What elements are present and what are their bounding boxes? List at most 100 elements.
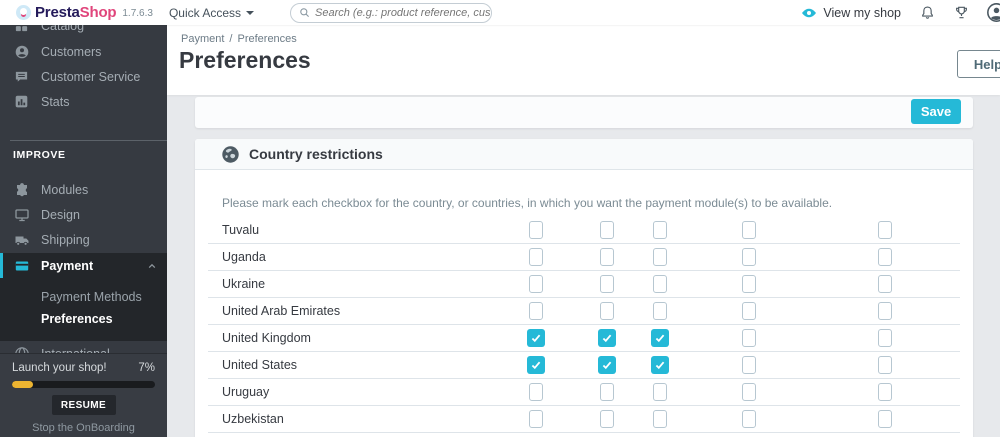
country-row: United Kingdom: [208, 325, 960, 352]
country-label: Ukraine: [222, 277, 266, 291]
checkbox-checked[interactable]: [598, 356, 616, 374]
monitor-icon: [13, 207, 30, 223]
checkbox-unchecked[interactable]: [653, 302, 667, 320]
checkbox-unchecked[interactable]: [878, 275, 892, 293]
prestashop-logo[interactable]: PrestaShop 1.7.6.3: [16, 4, 153, 21]
checkbox-unchecked[interactable]: [529, 221, 543, 239]
country-row: Uruguay: [208, 379, 960, 406]
checkbox-unchecked[interactable]: [878, 248, 892, 266]
credit-card-icon: [13, 258, 30, 274]
sidebar-divider: [10, 140, 167, 141]
checkbox-unchecked[interactable]: [742, 275, 756, 293]
checkbox-unchecked[interactable]: [742, 248, 756, 266]
onboarding-percent: 7%: [138, 362, 155, 374]
checkbox-checked[interactable]: [527, 356, 545, 374]
checkbox-unchecked[interactable]: [600, 410, 614, 428]
quick-access-menu[interactable]: Quick Access: [169, 6, 254, 20]
onboarding-progress-fill: [12, 381, 34, 388]
sidebar-item-stats[interactable]: Stats: [0, 89, 167, 114]
save-button[interactable]: Save: [911, 99, 961, 124]
breadcrumb: Payment / Preferences: [181, 33, 297, 45]
sidebar-item-shipping[interactable]: Shipping: [0, 227, 167, 252]
sidebar-item-customers[interactable]: Customers: [0, 39, 167, 64]
sidebar-item-customer-service[interactable]: Customer Service: [0, 64, 167, 89]
checkbox-unchecked[interactable]: [600, 302, 614, 320]
chevron-up-icon: [147, 261, 157, 271]
truck-icon: [13, 232, 30, 248]
improve-section-heading: IMPROVE: [13, 149, 66, 161]
checkbox-unchecked[interactable]: [878, 383, 892, 401]
checkbox-unchecked[interactable]: [742, 329, 756, 347]
checkbox-unchecked[interactable]: [529, 302, 543, 320]
country-label: Uganda: [222, 250, 266, 264]
country-restrictions-panel: Country restrictions Please mark each ch…: [195, 139, 973, 437]
checkbox-unchecked[interactable]: [529, 383, 543, 401]
sidebar-item-payment[interactable]: Payment: [0, 253, 167, 278]
country-row: Ukraine: [208, 271, 960, 298]
top-right-actions: View my shop: [801, 2, 1000, 23]
brand-name: PrestaShop: [35, 4, 117, 21]
checkbox-unchecked[interactable]: [600, 221, 614, 239]
checkbox-unchecked[interactable]: [878, 302, 892, 320]
checkbox-unchecked[interactable]: [529, 275, 543, 293]
checkbox-checked[interactable]: [651, 329, 669, 347]
global-search[interactable]: [290, 2, 492, 23]
gamification-trophy-icon[interactable]: [954, 5, 969, 20]
breadcrumb-current: Preferences: [237, 33, 297, 45]
chat-icon: [13, 69, 30, 84]
checkbox-unchecked[interactable]: [600, 383, 614, 401]
search-input[interactable]: [315, 6, 490, 19]
checkbox-unchecked[interactable]: [742, 410, 756, 428]
sidebar-item-modules[interactable]: Modules: [0, 177, 167, 202]
country-row: Uganda: [208, 244, 960, 271]
breadcrumb-section[interactable]: Payment: [181, 33, 225, 45]
eye-icon: [802, 8, 817, 17]
stop-onboarding-link[interactable]: Stop the OnBoarding: [32, 422, 135, 434]
checkbox-unchecked[interactable]: [653, 410, 667, 428]
checkbox-checked[interactable]: [651, 356, 669, 374]
country-row: United Arab Emirates: [208, 298, 960, 325]
checkbox-unchecked[interactable]: [742, 221, 756, 239]
country-row: United States: [208, 352, 960, 379]
help-button[interactable]: Help: [957, 50, 1000, 78]
checkbox-unchecked[interactable]: [600, 275, 614, 293]
resume-button[interactable]: RESUME: [51, 395, 116, 415]
country-label: United Arab Emirates: [222, 304, 341, 318]
search-icon: [300, 8, 310, 18]
panel-title: Country restrictions: [249, 146, 383, 162]
checkbox-unchecked[interactable]: [878, 356, 892, 374]
main-content: Payment / Preferences Preferences Help Sav…: [167, 25, 1000, 437]
sidebar-item-design[interactable]: Design: [0, 202, 167, 227]
checkbox-unchecked[interactable]: [653, 221, 667, 239]
page-title-bar: Payment / Preferences Preferences Help: [167, 25, 1000, 95]
onboarding-progress-bar: [12, 381, 155, 388]
page-title: Preferences: [179, 47, 311, 73]
account-avatar-icon[interactable]: [986, 2, 1000, 23]
panel-description: Please mark each checkbox for the countr…: [222, 196, 833, 210]
sidebar-item-payment-methods[interactable]: Payment Methods: [41, 290, 142, 304]
checkbox-unchecked[interactable]: [529, 410, 543, 428]
checkbox-unchecked[interactable]: [742, 302, 756, 320]
sidebar-item-catalog[interactable]: Catalog: [0, 25, 167, 38]
checkbox-checked[interactable]: [527, 329, 545, 347]
sidebar-item-preferences[interactable]: Preferences: [41, 312, 113, 326]
country-row: Uzbekistan: [208, 406, 960, 433]
checkbox-checked[interactable]: [598, 329, 616, 347]
country-table: Tuvalu Uganda Ukraine United Arab Emirat…: [195, 217, 973, 433]
checkbox-unchecked[interactable]: [653, 383, 667, 401]
checkbox-unchecked[interactable]: [878, 221, 892, 239]
notifications-bell-icon[interactable]: [920, 5, 935, 20]
checkbox-unchecked[interactable]: [653, 248, 667, 266]
checkbox-unchecked[interactable]: [529, 248, 543, 266]
checkbox-unchecked[interactable]: [600, 248, 614, 266]
checkbox-unchecked[interactable]: [742, 356, 756, 374]
checkbox-unchecked[interactable]: [742, 383, 756, 401]
checkbox-unchecked[interactable]: [878, 329, 892, 347]
checkbox-unchecked[interactable]: [653, 275, 667, 293]
view-my-shop-link[interactable]: View my shop: [801, 5, 901, 21]
onboarding-title: Launch your shop!: [12, 362, 107, 374]
checkbox-unchecked[interactable]: [878, 410, 892, 428]
puzzle-icon: [13, 182, 30, 198]
chevron-down-icon: [246, 11, 254, 15]
